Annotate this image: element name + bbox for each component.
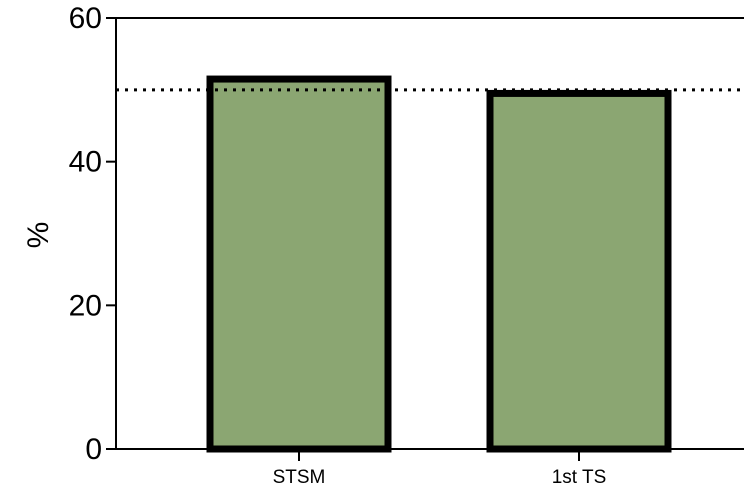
bar-1 (206, 75, 392, 453)
y-axis-title: % (22, 222, 55, 249)
y-tick-label: 60 (69, 2, 102, 35)
y-tick-label: 40 (69, 146, 102, 179)
x-tick-label: STSM (273, 467, 326, 488)
y-tick-label: 0 (85, 433, 102, 466)
y-ticks: 0 20 40 60 (69, 2, 116, 466)
x-ticks: STSM 1st TS (273, 449, 607, 488)
x-tick-label: 1st TS (552, 467, 607, 488)
bars (206, 75, 672, 453)
bar-2 (486, 89, 672, 453)
y-tick-label: 20 (69, 289, 102, 322)
